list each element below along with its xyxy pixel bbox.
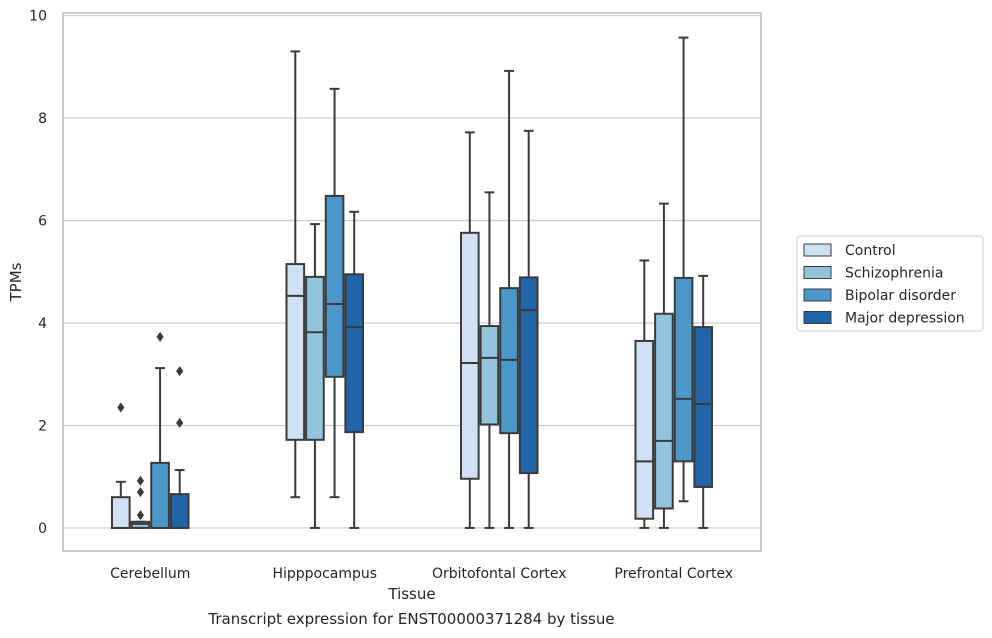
y-tick-label: 2 (38, 418, 47, 434)
box-iqr (169, 493, 190, 529)
box-major-depression (693, 274, 714, 529)
outlier-point (176, 417, 184, 428)
box-schizophrenia (479, 191, 500, 529)
box-iqr (518, 276, 539, 475)
box-control (459, 131, 480, 529)
x-tick-label: Orbitofontal Cortex (432, 566, 567, 582)
box-iqr (130, 520, 151, 529)
box-bipolar-disorder (324, 87, 345, 499)
chart-caption: Transcript expression for ENST0000037128… (208, 610, 615, 628)
box-iqr (479, 325, 500, 426)
x-tick-label: Cerebellum (110, 566, 190, 582)
legend-label: Schizophrenia (845, 266, 943, 282)
box-major-depression (518, 129, 539, 529)
box-iqr (673, 276, 694, 463)
y-tick-label: 6 (38, 214, 47, 230)
y-tick-label: 10 (29, 9, 47, 25)
box-schizophrenia (305, 223, 325, 529)
box-schizophrenia (654, 202, 674, 529)
x-tick-label: Prefrontal Cortex (614, 566, 733, 582)
box-control (634, 259, 655, 529)
box-iqr (110, 496, 131, 529)
box-iqr (150, 461, 170, 529)
x-tick-label: Hipppocampus (272, 566, 377, 582)
box-iqr (459, 231, 480, 480)
legend-swatch (803, 243, 832, 257)
plot-frame (62, 12, 762, 552)
legend-label: Control (845, 243, 896, 259)
outlier-point (176, 366, 184, 377)
outlier-point (136, 487, 145, 498)
box-iqr (654, 312, 674, 510)
outlier-point (136, 475, 145, 486)
legend-label: Major depression (845, 311, 965, 327)
outlier-point (156, 331, 164, 342)
x-axis-label: Tissue (387, 585, 435, 603)
y-tick-label: 0 (38, 521, 47, 537)
box-bipolar-disorder (673, 36, 694, 503)
box-iqr (324, 194, 345, 378)
box-major-depression (344, 210, 365, 529)
box-bipolar-disorder (150, 331, 170, 529)
box-iqr (693, 326, 714, 488)
box-bipolar-disorder (499, 69, 519, 529)
box-schizophrenia (130, 475, 151, 529)
box-iqr (634, 339, 655, 520)
box-iqr (305, 275, 325, 441)
legend-box (796, 235, 984, 332)
legend-swatch (803, 266, 832, 279)
outlier-point (117, 402, 125, 413)
legend-swatch (803, 311, 832, 324)
box-major-depression (169, 366, 190, 529)
outlier-point (136, 510, 145, 521)
box-iqr (285, 263, 306, 441)
box-iqr (344, 273, 365, 434)
y-axis-label: TPMs (7, 262, 25, 302)
box-control (110, 402, 131, 529)
legend-label: Bipolar disorder (845, 288, 956, 304)
legend-swatch (803, 288, 832, 302)
y-tick-label: 4 (38, 316, 47, 332)
y-tick-label: 8 (38, 111, 47, 127)
box-control (285, 50, 306, 499)
